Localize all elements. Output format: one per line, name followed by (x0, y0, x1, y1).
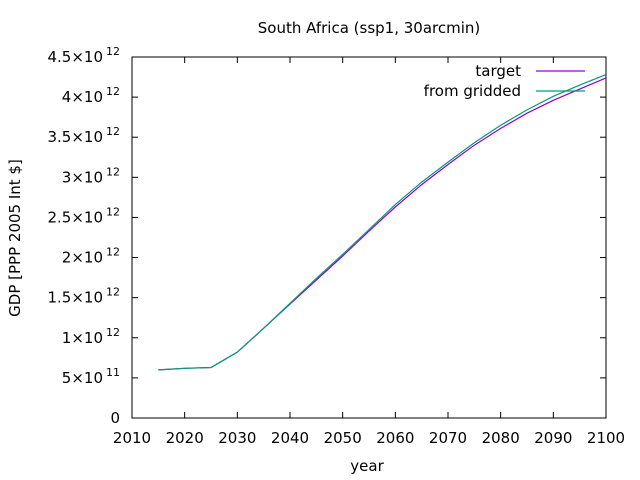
x-tick-label: 2100 (587, 429, 625, 447)
series-line-1 (158, 74, 607, 371)
plot-frame (131, 56, 607, 419)
y-tick-label: 5×10 11 (62, 366, 120, 387)
x-tick-label: 2070 (429, 429, 467, 447)
x-tick-label: 2080 (482, 429, 520, 447)
x-tick-label: 2050 (324, 429, 362, 447)
series-line-0 (158, 77, 607, 371)
x-tick-label: 2030 (218, 429, 256, 447)
x-tick-label: 2010 (113, 429, 151, 447)
y-tick-label: 2×10 12 (62, 246, 120, 267)
x-tick-label: 2060 (376, 429, 414, 447)
y-tick-label: 3×10 12 (62, 165, 120, 186)
x-tick-label: 2040 (271, 429, 309, 447)
legend-label: target (475, 62, 521, 80)
y-tick-label: 4×10 12 (62, 85, 120, 106)
y-tick-label: 0 (110, 409, 120, 427)
x-axis-label: year (350, 457, 384, 475)
x-tick-label: 2090 (534, 429, 572, 447)
y-axis-label: GDP [PPP 2005 Int $] (6, 159, 24, 317)
chart-title: South Africa (ssp1, 30arcmin) (258, 19, 481, 37)
x-tick-label: 2020 (166, 429, 204, 447)
y-tick-label: 3.5×10 12 (47, 125, 120, 146)
y-tick-label: 2.5×10 12 (47, 205, 120, 226)
plot-area: 2010 2020 2030 2040 2050 2060 2070 2080 2090 2100… (47, 45, 625, 447)
y-tick-label: 1×10 12 (62, 326, 120, 347)
series-layer (158, 74, 607, 371)
legend-label: from gridded (424, 82, 521, 100)
y-tick-label: 1.5×10 12 (47, 286, 120, 307)
y-tick-label: 4.5×10 12 (47, 45, 120, 66)
legend: target from gridded (424, 62, 585, 100)
